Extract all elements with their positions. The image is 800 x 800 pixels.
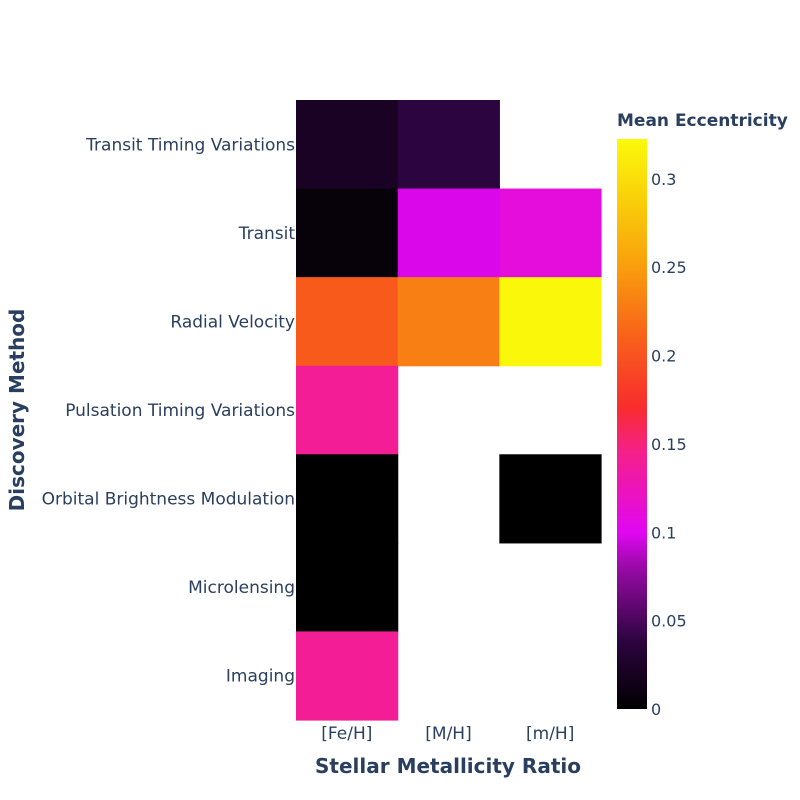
heatmap-cell: [499, 277, 602, 367]
colorbar-tick-label: 0.2: [651, 347, 676, 366]
colorbar-title: Mean Eccentricity: [617, 111, 788, 131]
heatmap-cell: [397, 277, 500, 367]
heatmap-cell: [296, 188, 399, 278]
x-tick-labels: [Fe/H] [M/H] [m/H]: [321, 724, 574, 744]
y-tick-label: Orbital Brightness Modulation: [42, 490, 295, 510]
colorbar-tick-label: 0.25: [651, 258, 687, 277]
heatmap-cell: [296, 542, 399, 633]
y-tick-labels: Transit Timing Variations Transit Radial V…: [42, 135, 296, 686]
heatmap-cell: [397, 100, 500, 190]
colorbar: [617, 139, 647, 709]
x-tick-label: [m/H]: [526, 724, 574, 744]
heatmap-cell: [296, 277, 399, 367]
heatmap-cells: [296, 100, 602, 721]
colorbar-tick-label: 0.3: [651, 170, 676, 189]
y-tick-label: Pulsation Timing Variations: [65, 401, 295, 421]
colorbar-tick-label: 0.05: [651, 612, 687, 631]
heatmap-cell: [296, 365, 399, 455]
y-tick-label: Microlensing: [188, 578, 295, 598]
x-tick-label: [Fe/H]: [321, 724, 372, 744]
heatmap-cell: [296, 631, 399, 721]
y-tick-label: Radial Velocity: [170, 312, 295, 332]
heatmap-cell: [296, 100, 399, 190]
y-tick-label: Transit Timing Variations: [85, 135, 295, 155]
y-axis-title: Discovery Method: [5, 309, 29, 512]
y-tick-label: Imaging: [226, 667, 295, 687]
heatmap-cell: [499, 454, 602, 544]
x-axis-title: Stellar Metallicity Ratio: [315, 754, 581, 778]
colorbar-ticks: 0 0.05 0.1 0.15 0.2 0.25 0.3: [651, 170, 687, 719]
colorbar-tick-label: 0: [651, 700, 661, 719]
heatmap-cell: [397, 188, 500, 278]
colorbar-tick-label: 0.1: [651, 523, 676, 542]
y-tick-label: Transit: [238, 224, 296, 244]
heatmap-cell: [296, 454, 399, 544]
x-tick-label: [M/H]: [425, 724, 471, 744]
colorbar-tick-label: 0.15: [651, 435, 687, 454]
heatmap-cell: [499, 188, 602, 278]
